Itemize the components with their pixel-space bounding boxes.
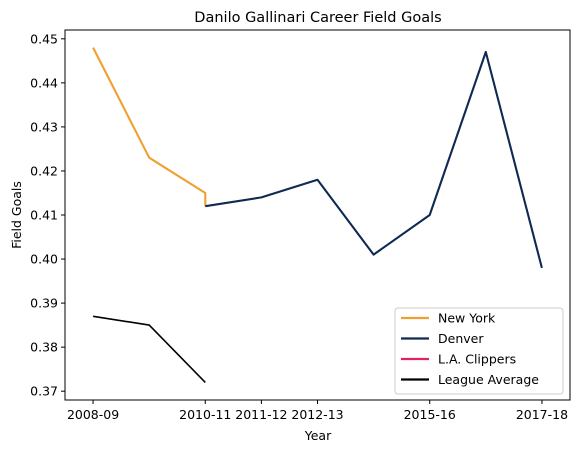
y-tick-label: 0.41 [30, 208, 58, 223]
x-tick-label: 2017-18 [516, 407, 568, 422]
x-tick-label: 2012-13 [291, 407, 343, 422]
x-tick-label: 2011-12 [235, 407, 287, 422]
y-tick-label: 0.42 [30, 163, 58, 178]
x-axis: 2008-09 2010-11 2011-12 2012-13 2015-16 2017-… [67, 400, 568, 422]
x-tick-label: 2010-11 [179, 407, 231, 422]
y-tick-label: 0.43 [30, 119, 58, 134]
y-tick-label: 0.38 [30, 340, 58, 355]
y-tick-label: 0.39 [30, 296, 58, 311]
series-line-1 [205, 52, 542, 268]
x-tick-label: 2015-16 [404, 407, 456, 422]
legend-label: League Average [438, 372, 539, 387]
legend: New York Denver L.A. Clippers League Averag… [395, 308, 563, 394]
x-tick-label: 2008-09 [67, 407, 119, 422]
legend-label: L.A. Clippers [438, 352, 516, 367]
legend-label: New York [438, 311, 496, 326]
x-axis-label: Year [304, 428, 332, 443]
y-tick-label: 0.40 [30, 252, 58, 267]
y-tick-label: 0.37 [30, 384, 58, 399]
series-line-3 [93, 316, 205, 382]
y-tick-label: 0.44 [30, 75, 58, 90]
y-axis-label: Field Goals [9, 181, 24, 249]
series-line-0 [93, 48, 205, 207]
y-axis: 0.37 0.38 0.39 0.40 0.41 0.42 0.43 0.44 0.45 [30, 31, 65, 398]
y-tick-label: 0.45 [30, 31, 58, 46]
chart-title: Danilo Gallinari Career Field Goals [194, 10, 441, 26]
legend-label: Denver [438, 331, 484, 346]
